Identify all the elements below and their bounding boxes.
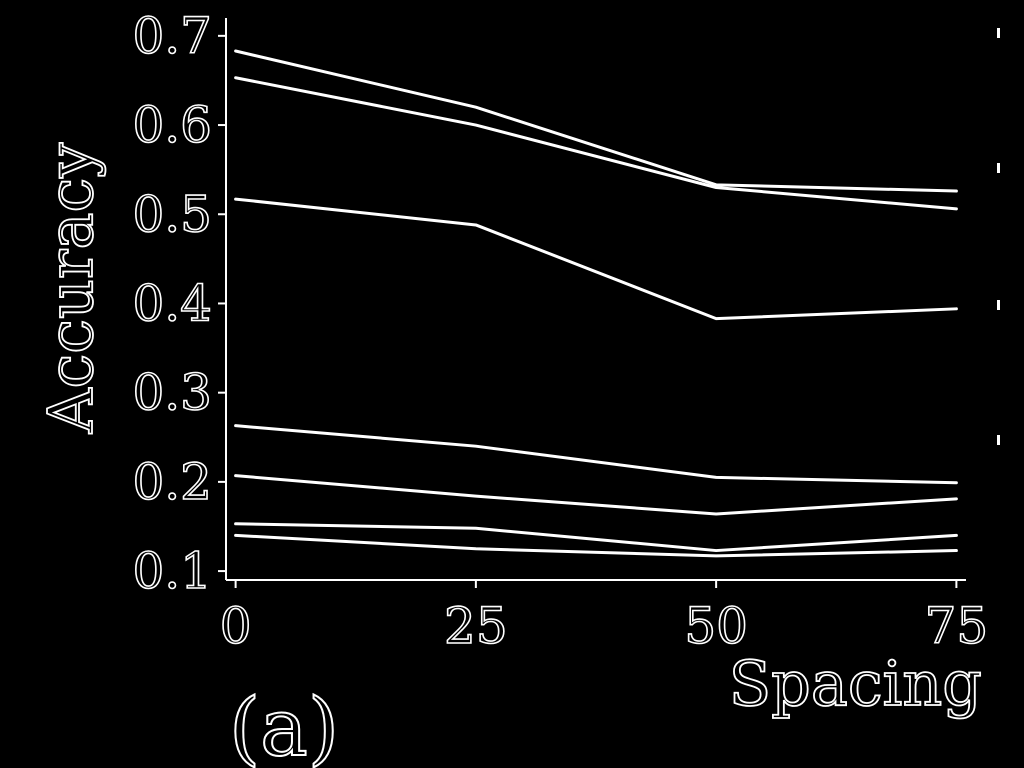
axes bbox=[225, 18, 966, 581]
series-layer bbox=[234, 49, 958, 558]
y-tick-label: 0.2 bbox=[132, 453, 212, 511]
series-line-3 bbox=[234, 197, 958, 321]
edge-mark bbox=[997, 163, 1000, 173]
series-line-7 bbox=[234, 533, 958, 558]
series-line-1 bbox=[234, 49, 958, 193]
y-tick-label: 0.1 bbox=[132, 542, 212, 600]
y-ticks: 0.1 0.2 0.3 0.4 0.5 0.6 0.7 bbox=[132, 6, 226, 601]
y-tick-label: 0.7 bbox=[132, 7, 212, 65]
x-tick-label: 75 bbox=[925, 597, 989, 655]
series-line-2 bbox=[234, 76, 958, 211]
edge-mark bbox=[997, 300, 1000, 310]
series-line-5 bbox=[234, 474, 958, 516]
series-line-6 bbox=[234, 522, 958, 553]
y-tick-label: 0.4 bbox=[132, 274, 212, 332]
x-ticks: 0 25 50 75 bbox=[219, 580, 989, 656]
edge-mark bbox=[997, 435, 1000, 445]
x-tick-label: 25 bbox=[444, 597, 508, 655]
y-tick-label: 0.6 bbox=[132, 96, 212, 154]
y-tick-label: 0.3 bbox=[132, 364, 212, 422]
y-axis-label: Accuracy bbox=[34, 143, 107, 435]
x-tick-label: 50 bbox=[684, 597, 748, 655]
series-line-4 bbox=[234, 424, 958, 485]
x-tick-label: 0 bbox=[220, 597, 252, 655]
right-edge-marks bbox=[997, 28, 1000, 445]
x-axis-label: Spacing bbox=[729, 647, 982, 720]
edge-mark bbox=[997, 28, 1000, 38]
y-tick-label: 0.5 bbox=[132, 185, 212, 243]
panel-label: (a) bbox=[229, 681, 339, 768]
